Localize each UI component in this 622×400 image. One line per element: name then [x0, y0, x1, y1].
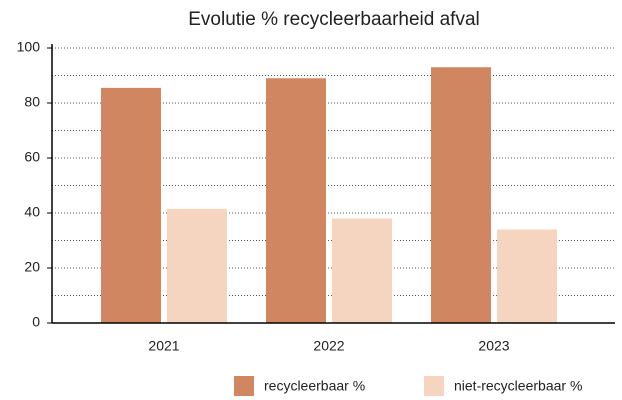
bar	[332, 218, 392, 323]
y-tick-label: 100	[17, 39, 41, 55]
y-tick-label: 0	[32, 314, 40, 330]
y-tick-label: 20	[24, 259, 40, 275]
legend-swatch	[234, 376, 254, 396]
legend-label: niet-recycleerbaar %	[454, 378, 582, 394]
legend-label: recycleerbaar %	[264, 378, 365, 394]
x-tick-label: 2021	[148, 338, 179, 354]
bar	[101, 87, 161, 323]
chart-title: Evolutie % recycleerbaarheid afval	[188, 9, 480, 30]
bar	[497, 229, 557, 323]
x-tick-label: 2022	[313, 338, 344, 354]
bar	[266, 78, 326, 323]
bar	[431, 67, 491, 323]
y-tick-label: 80	[24, 94, 40, 110]
y-tick-label: 40	[24, 204, 40, 220]
x-tick-label: 2023	[478, 338, 509, 354]
y-tick-label: 60	[24, 149, 40, 165]
legend-swatch	[424, 376, 444, 396]
bar	[167, 208, 227, 323]
